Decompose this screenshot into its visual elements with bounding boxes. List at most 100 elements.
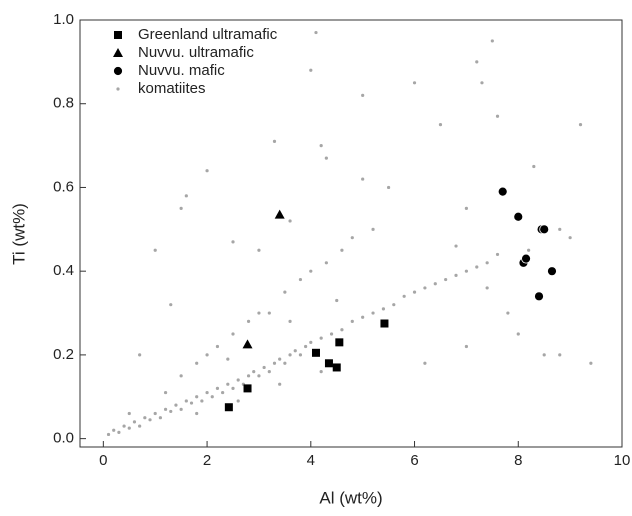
dot-marker (438, 123, 443, 127)
dot-marker (485, 286, 489, 290)
square-marker (243, 384, 252, 393)
dot-marker (231, 240, 235, 244)
dot-marker (444, 277, 448, 282)
dot-marker (319, 143, 323, 148)
dot-marker (179, 206, 183, 210)
dot-marker (288, 219, 292, 223)
dot-marker (205, 169, 209, 173)
dot-marker (246, 319, 251, 324)
dot-marker (423, 286, 427, 290)
dot-marker (127, 426, 131, 430)
dot-marker (116, 87, 120, 91)
y-tick-label: 0.4 (53, 262, 74, 279)
dot-marker (309, 68, 313, 72)
square-marker (311, 348, 320, 357)
dot-marker (257, 374, 261, 378)
dot-marker (298, 353, 303, 357)
dot-marker (412, 81, 417, 85)
dot-marker (480, 81, 484, 85)
dot-marker (516, 332, 520, 336)
square-marker (332, 363, 341, 372)
dot-marker (143, 416, 147, 420)
dot-marker (231, 386, 235, 390)
circle-marker (534, 291, 544, 302)
dot-marker (127, 411, 131, 416)
dot-marker (309, 340, 313, 344)
square-marker (224, 403, 233, 412)
dot-marker (402, 294, 406, 298)
dot-marker (423, 361, 427, 365)
dot-marker (350, 236, 354, 240)
dot-marker (319, 370, 323, 374)
dot-marker (589, 361, 593, 365)
dot-marker (542, 353, 546, 357)
dot-marker (122, 424, 126, 428)
dot-marker (387, 185, 391, 190)
plot-frame (79, 19, 623, 448)
dot-marker (174, 403, 178, 407)
dot-marker (283, 361, 287, 365)
x-tick-label: 2 (203, 452, 211, 469)
dot-marker (568, 236, 572, 240)
x-tick-label: 6 (410, 452, 418, 469)
legend-label: Nuvvu. mafic (138, 62, 225, 79)
x-tick-label: 8 (514, 452, 522, 469)
dot-marker (179, 407, 183, 411)
dot-marker (381, 307, 386, 311)
dot-marker (361, 315, 365, 319)
dot-marker (215, 386, 220, 390)
dot-marker (293, 349, 297, 353)
square-marker (335, 338, 344, 347)
square-marker (380, 319, 389, 328)
dot-marker (221, 390, 225, 395)
dot-marker (205, 390, 209, 395)
dot-marker (112, 428, 116, 432)
circle-marker (513, 211, 524, 222)
dot-marker (179, 374, 183, 378)
dot-marker (340, 328, 344, 332)
square-marker (324, 359, 333, 368)
dot-marker (200, 399, 204, 403)
x-axis-title: Al (wt%) (319, 488, 382, 507)
dot-marker (361, 93, 365, 97)
x-tick-label: 10 (614, 452, 631, 469)
dot-marker (392, 303, 396, 307)
dot-marker (236, 399, 240, 403)
dot-marker (324, 261, 328, 265)
dot-marker (527, 248, 531, 252)
dot-marker (371, 227, 375, 231)
dot-marker (506, 311, 510, 315)
y-tick-label: 1.0 (53, 11, 74, 28)
dot-marker (283, 290, 287, 294)
dot-marker (106, 432, 111, 437)
dot-marker (153, 248, 157, 252)
legend-label: komatiites (138, 80, 206, 97)
circle-marker (547, 266, 557, 277)
legend-label: Nuvvu. ultramafic (138, 44, 254, 61)
dot-marker (485, 261, 489, 265)
dot-marker (490, 39, 494, 43)
dot-marker (558, 227, 562, 231)
x-tick-label: 4 (307, 452, 315, 469)
dot-marker (278, 357, 282, 361)
dot-marker (454, 244, 458, 248)
dot-marker (236, 378, 240, 382)
dot-marker (304, 344, 308, 349)
y-tick-label: 0.6 (53, 178, 74, 195)
dot-marker (412, 290, 417, 294)
dot-marker (319, 336, 323, 340)
y-tick-label: 0.0 (53, 430, 74, 447)
triangle-marker (242, 339, 253, 349)
dot-marker (215, 344, 220, 349)
dot-marker (138, 424, 142, 428)
dot-marker (475, 60, 479, 64)
dot-marker (195, 395, 199, 399)
circle-marker (113, 66, 123, 76)
dot-marker (288, 319, 292, 324)
dot-marker (324, 156, 328, 160)
dot-marker (464, 269, 469, 273)
dot-marker (117, 430, 121, 434)
dot-marker (262, 365, 266, 370)
dot-marker (158, 416, 162, 420)
